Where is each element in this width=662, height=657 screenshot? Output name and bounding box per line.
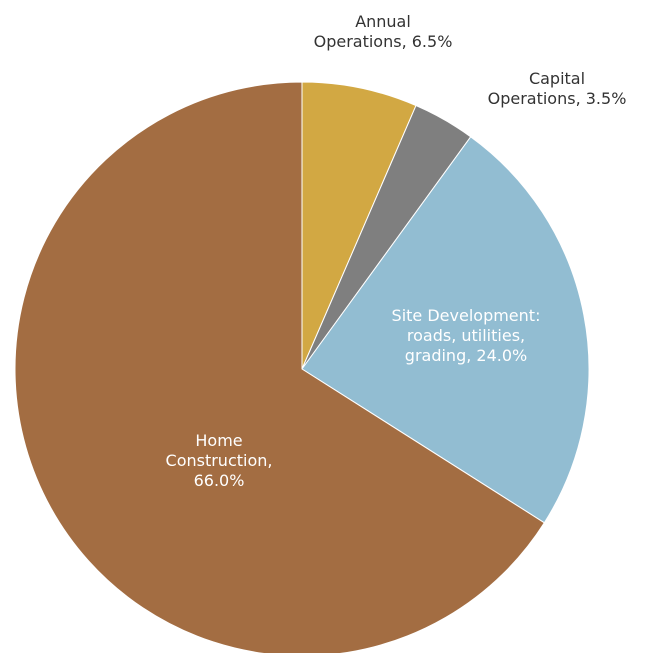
slice-label-line: Home xyxy=(195,431,242,450)
slice-label-line: Operations, 3.5% xyxy=(488,89,627,108)
pie-slices xyxy=(14,81,590,657)
slice-label-line: Operations, 6.5% xyxy=(314,32,453,51)
slice-label-line: 66.0% xyxy=(194,471,245,490)
slice-label-capital-operations: Capital Operations, 3.5% xyxy=(488,69,627,108)
pie-labels: Annual Operations, 6.5%Capital Operations,… xyxy=(166,12,627,490)
slice-label-line: Annual xyxy=(355,12,411,31)
slice-label-line: roads, utilities, xyxy=(407,326,525,345)
slice-label-line: grading, 24.0% xyxy=(405,346,527,365)
pie-slice-home-construction xyxy=(14,81,546,657)
slice-label-site-development: Site Development: roads, utilities, gradin… xyxy=(392,306,541,365)
slice-label-line: Construction, xyxy=(166,451,273,470)
pie-slice-annual-operations xyxy=(301,81,417,370)
slice-label-line: Site Development: xyxy=(392,306,541,325)
slice-label-home-construction: Home Construction, 66.0% xyxy=(166,431,273,490)
slice-label-line: Capital xyxy=(529,69,585,88)
slice-label-annual-operations: Annual Operations, 6.5% xyxy=(314,12,453,51)
pie-slice-site-development xyxy=(301,136,590,524)
